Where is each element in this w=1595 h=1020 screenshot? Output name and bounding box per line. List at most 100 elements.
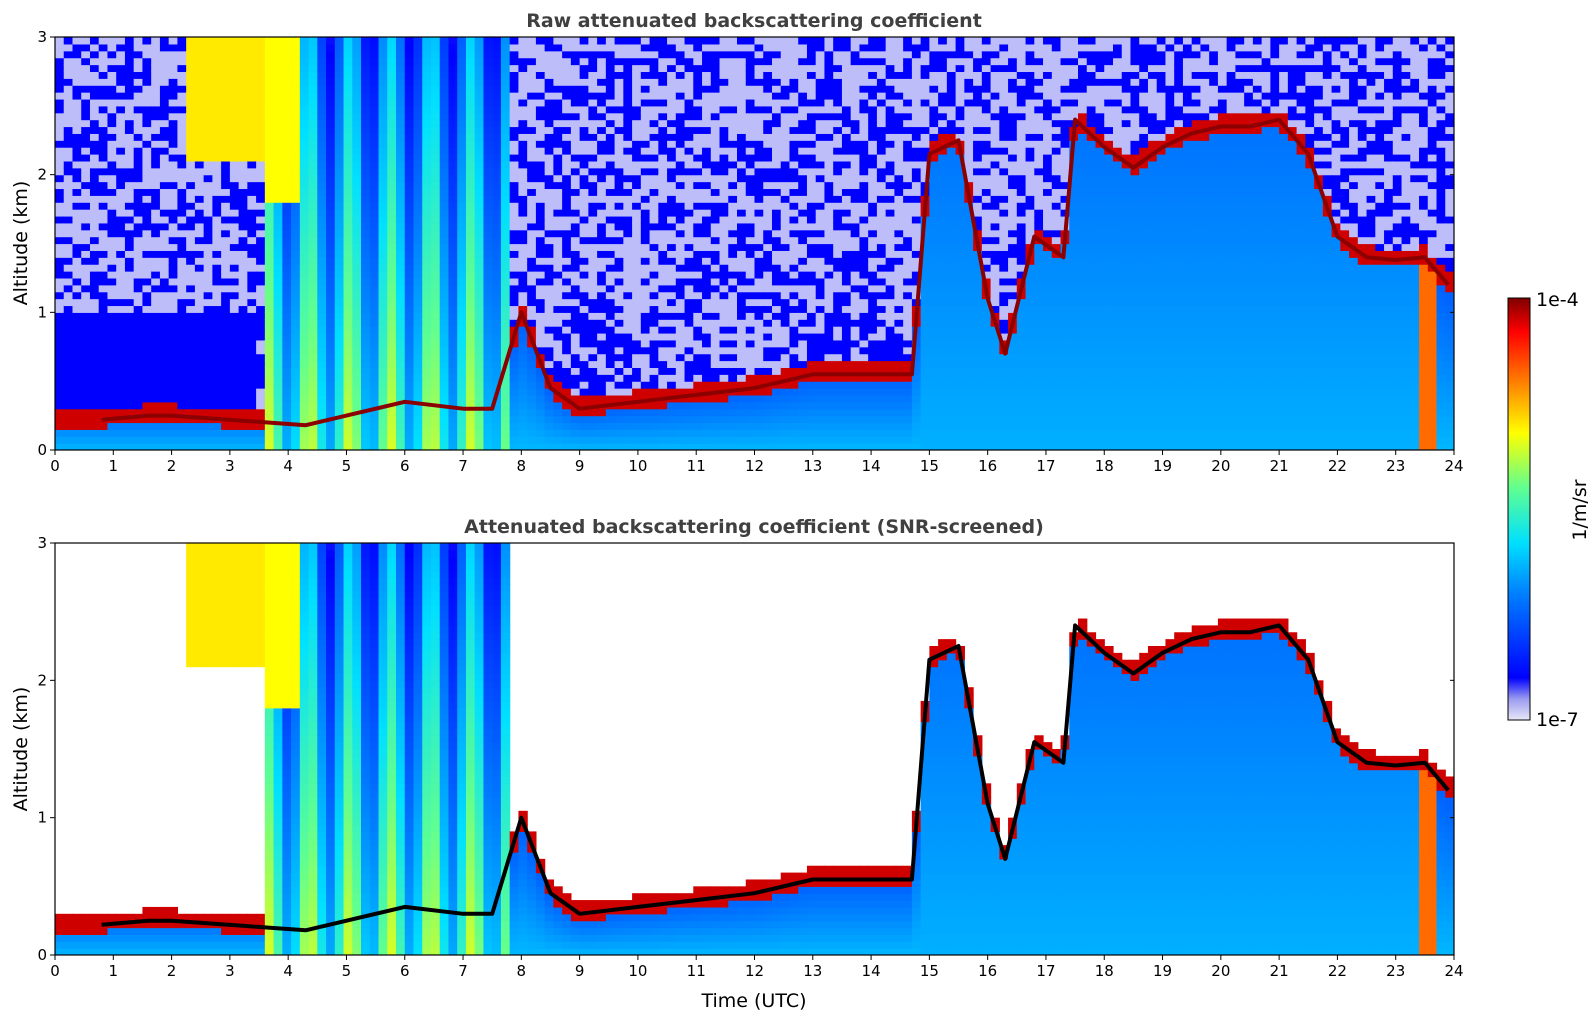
heatmap-cell	[387, 195, 397, 203]
heatmap-cell	[553, 154, 563, 162]
heatmap-cell	[553, 215, 563, 224]
heatmap-cell	[570, 209, 581, 217]
heatmap-cell	[317, 284, 327, 293]
heatmap-cell	[728, 360, 738, 368]
heatmap-cell	[605, 250, 616, 258]
heatmap-cell	[387, 167, 397, 176]
heatmap-cell	[404, 305, 415, 313]
heatmap-cell	[535, 209, 546, 217]
heatmap-cell	[413, 367, 423, 375]
heatmap-cell	[326, 305, 336, 313]
heatmap-cell	[343, 43, 353, 52]
heatmap-cell	[579, 92, 589, 100]
heatmap-cell	[72, 264, 82, 272]
heatmap-cell	[317, 160, 327, 169]
heatmap-cell	[299, 339, 310, 348]
heatmap-cell	[474, 119, 485, 128]
heatmap-cell	[273, 271, 283, 279]
heatmap-cell	[133, 339, 144, 348]
heatmap-cell	[63, 312, 74, 320]
heatmap-cell	[247, 43, 257, 52]
heatmap-cell	[89, 119, 100, 128]
heatmap-cell	[229, 305, 240, 313]
heatmap-cell	[597, 264, 607, 272]
heatmap-cell	[579, 167, 589, 176]
heatmap-cell	[203, 291, 213, 300]
heatmap-cell	[107, 98, 117, 107]
heatmap-cell	[63, 126, 74, 134]
heatmap-cell	[326, 284, 336, 293]
heatmap-cell	[535, 374, 546, 382]
heatmap-cell	[771, 271, 782, 279]
heatmap-cell	[291, 443, 301, 450]
heatmap-cell	[544, 394, 554, 403]
heatmap-cell	[763, 339, 773, 348]
heatmap-cell	[133, 381, 144, 389]
heatmap-cell	[299, 326, 310, 334]
heatmap-cell	[194, 443, 205, 450]
heatmap-cell	[282, 367, 292, 375]
heatmap-cell	[177, 243, 187, 251]
heatmap-cell	[588, 215, 598, 224]
heatmap-cell	[605, 243, 616, 251]
heatmap-cell	[404, 360, 415, 368]
heatmap-cell	[343, 312, 353, 320]
heatmap-cell	[763, 140, 773, 148]
heatmap-cell	[55, 119, 65, 128]
heatmap-cell	[299, 167, 310, 176]
heatmap-cell	[247, 312, 257, 320]
heatmap-cell	[728, 319, 738, 327]
heatmap-cell	[194, 312, 205, 320]
heatmap-cell	[465, 215, 476, 224]
heatmap-cell	[282, 71, 292, 79]
heatmap-cell	[151, 236, 161, 245]
heatmap-cell	[763, 98, 773, 107]
heatmap-cell	[343, 243, 353, 251]
heatmap-cell	[702, 429, 712, 437]
heatmap-cell	[737, 271, 747, 279]
heatmap-cell	[605, 57, 616, 66]
heatmap-cell	[693, 326, 703, 334]
heatmap-cell	[256, 98, 266, 107]
heatmap-cell	[474, 126, 485, 134]
heatmap-cell	[457, 64, 467, 73]
heatmap-cell	[737, 229, 747, 238]
heatmap-cell	[465, 195, 476, 203]
heatmap-cell	[771, 43, 782, 52]
heatmap-cell	[605, 360, 616, 368]
heatmap-cell	[614, 215, 624, 224]
heatmap-cell	[326, 298, 336, 307]
heatmap-cell	[282, 112, 292, 121]
heatmap-cell	[168, 436, 179, 444]
heatmap-cell	[562, 381, 572, 389]
heatmap-cell	[361, 346, 371, 355]
heatmap-cell	[693, 264, 703, 272]
heatmap-cell	[273, 236, 283, 245]
heatmap-cell	[658, 43, 668, 52]
heatmap-cell	[352, 381, 362, 389]
heatmap-cell	[422, 209, 432, 217]
heatmap-cell	[640, 332, 651, 341]
heatmap-cell	[317, 346, 327, 355]
heatmap-cell	[378, 154, 388, 162]
heatmap-cell	[221, 78, 231, 86]
heatmap-cell	[247, 50, 257, 59]
heatmap-cell	[465, 346, 476, 355]
heatmap-cell	[430, 284, 441, 293]
heatmap-cell	[256, 50, 266, 59]
heatmap-cell	[273, 167, 283, 176]
heatmap-cell	[623, 43, 633, 52]
heatmap-cell	[465, 381, 476, 389]
heatmap-cell	[264, 133, 275, 141]
heatmap-cell	[256, 64, 266, 73]
heatmap-cell	[710, 443, 721, 450]
heatmap-cell	[745, 140, 756, 148]
heatmap-cell	[317, 140, 327, 148]
heatmap-cell	[562, 229, 572, 238]
heatmap-cell	[186, 154, 196, 162]
heatmap-cell	[89, 112, 100, 121]
heatmap-cell	[553, 85, 563, 93]
heatmap-cell	[535, 429, 546, 437]
heatmap-cell	[430, 195, 441, 203]
heatmap-cell	[457, 332, 467, 341]
